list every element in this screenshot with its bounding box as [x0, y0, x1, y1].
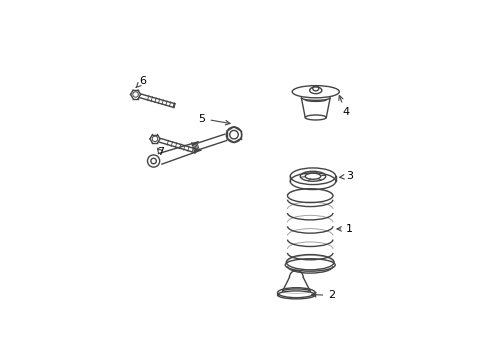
- Text: 2: 2: [311, 291, 335, 301]
- Text: 5: 5: [198, 114, 229, 125]
- Text: 6: 6: [136, 76, 146, 87]
- Text: 1: 1: [336, 224, 352, 234]
- Text: 7: 7: [157, 147, 164, 157]
- Text: 4: 4: [338, 95, 348, 117]
- Text: 3: 3: [339, 171, 352, 181]
